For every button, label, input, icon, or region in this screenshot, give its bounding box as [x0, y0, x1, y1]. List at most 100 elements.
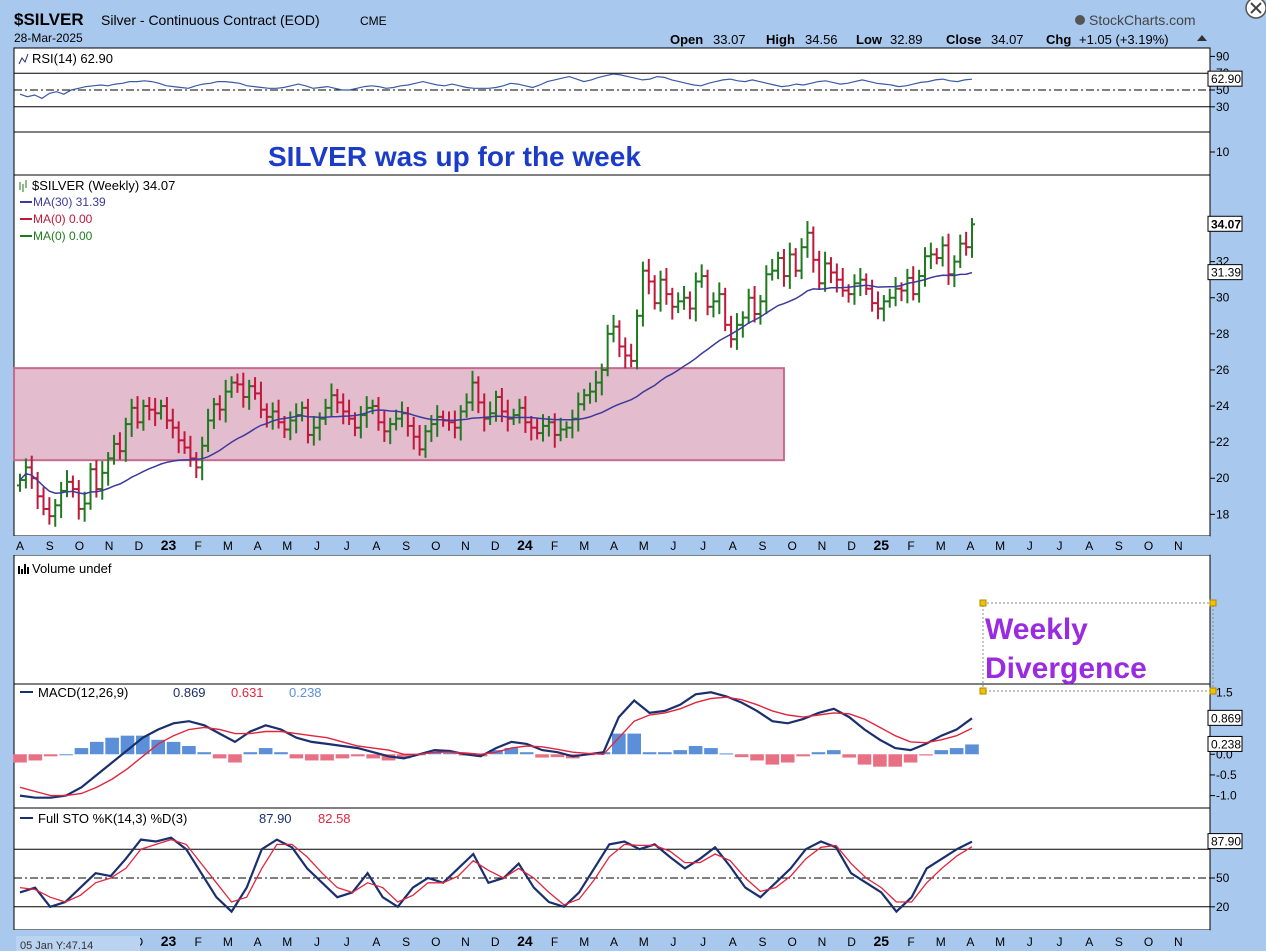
- x-axis-label: J: [1027, 935, 1033, 949]
- x-axis-label: M: [223, 539, 233, 553]
- close-icon[interactable]: [1245, 0, 1266, 19]
- open-value: 33.07: [713, 32, 746, 47]
- x-axis-label: M: [995, 539, 1005, 553]
- x-axis-label: O: [788, 935, 797, 949]
- legend-ma30: MA(30) 31.39: [33, 195, 106, 209]
- x-axis-label: 23: [161, 537, 177, 553]
- price-bar: [516, 398, 523, 424]
- divergence-annotation[interactable]: Weekly Divergence: [979, 599, 1217, 695]
- price-bar: [916, 269, 923, 303]
- macd-tick: -0.5: [1216, 768, 1237, 782]
- volume-icon: [18, 564, 29, 574]
- x-axis-label: 25: [874, 933, 890, 949]
- divergence-text: Divergence: [985, 652, 1147, 685]
- price-bar: [293, 403, 300, 434]
- price-bar: [775, 251, 782, 280]
- legend-ma0-red: MA(0) 0.00: [33, 212, 93, 226]
- macd-histogram-bar: [105, 737, 119, 755]
- macd-histogram-bar: [903, 754, 918, 763]
- price-bar: [569, 409, 576, 439]
- macd-histogram-bar: [642, 752, 657, 755]
- x-axis-label: M: [282, 539, 292, 553]
- x-axis-label: S: [758, 539, 766, 553]
- handle-br[interactable]: [1209, 687, 1217, 695]
- macd-histogram-bar: [873, 754, 887, 767]
- price-bar: [963, 231, 970, 256]
- high-label: High: [766, 32, 795, 47]
- price-bar: [575, 392, 582, 432]
- lower-panel-bg: [13, 554, 1211, 931]
- price-bar: [328, 383, 335, 417]
- price-bar: [487, 401, 494, 425]
- price-bar: [557, 417, 564, 442]
- sto-tick: 50: [1216, 871, 1230, 885]
- x-axis-label: D: [847, 935, 856, 949]
- price-bar: [863, 273, 870, 296]
- chg-label: Chg: [1046, 32, 1071, 47]
- macd-histogram-bar: [335, 754, 350, 759]
- k-value-label: 87.90: [259, 811, 292, 826]
- price-bar: [604, 324, 611, 377]
- price-bar: [622, 337, 629, 369]
- price-bar: [904, 268, 911, 304]
- price-bar: [434, 405, 441, 437]
- price-bar: [827, 257, 834, 284]
- price-bar: [416, 424, 423, 456]
- x-axis-label: J: [314, 935, 320, 949]
- price-bar: [880, 295, 887, 322]
- price-bar: [310, 415, 317, 446]
- price-bar: [851, 274, 858, 305]
- x-axis-label: M: [282, 935, 292, 949]
- price-bar: [375, 397, 382, 431]
- price-bar: [616, 320, 623, 358]
- legend-ma0-green: MA(0) 0.00: [33, 229, 93, 243]
- x-axis-label: M: [579, 539, 589, 553]
- x-axis-label: 25: [874, 537, 890, 553]
- hist-value-tag: 0.238: [1207, 735, 1243, 752]
- headline-annotation[interactable]: SILVER was up for the week: [268, 141, 641, 172]
- x-axis-label: N: [818, 935, 827, 949]
- cursor-readout: 05 Jan Y:47.14: [20, 940, 93, 951]
- x-axis-label: F: [907, 539, 914, 553]
- price-bar: [457, 405, 464, 441]
- x-axis-label: O: [75, 539, 84, 553]
- x-axis-label: M: [639, 539, 649, 553]
- price-bar: [869, 279, 876, 312]
- symbol: $SILVER: [14, 10, 84, 29]
- handle-tr[interactable]: [1209, 599, 1217, 607]
- weekly-text: Weekly: [985, 613, 1088, 646]
- last-price-tag-text: 34.07: [1211, 217, 1241, 231]
- handle-tl[interactable]: [979, 599, 987, 607]
- macd-value-tag-bg: [1207, 709, 1243, 726]
- price-bar: [810, 226, 817, 273]
- price-bar: [146, 397, 153, 421]
- description: Silver - Continuous Contract (EOD): [101, 12, 320, 28]
- macd-histogram-bar: [120, 735, 135, 755]
- handle-bl[interactable]: [979, 687, 987, 695]
- x-axis-label: J: [344, 935, 350, 949]
- x-axis-label: F: [195, 539, 202, 553]
- price-bar: [657, 270, 664, 312]
- rsi-icon: [18, 53, 29, 65]
- rsi-current-tag-text: 62.90: [1211, 72, 1241, 86]
- macd-histogram-bar: [243, 752, 258, 755]
- macd-title: MACD(12,26,9): [38, 685, 128, 700]
- x-axis-label: S: [758, 935, 766, 949]
- ma-value-tag-text: 31.39: [1211, 266, 1241, 280]
- price-bar: [651, 275, 658, 310]
- brand[interactable]: StockCharts.com: [1075, 12, 1196, 28]
- price-bar: [927, 242, 934, 270]
- price-bar: [99, 461, 106, 500]
- macd-histogram-bar: [612, 733, 626, 755]
- price-bar: [363, 396, 370, 428]
- x-axis-label: N: [461, 539, 470, 553]
- price-bar: [340, 393, 347, 425]
- last-price-tag-bg: [1207, 215, 1243, 232]
- rsi-tick: 90: [1216, 49, 1230, 63]
- macd-histogram-bar: [888, 754, 903, 767]
- x-axis-label: D: [134, 539, 143, 553]
- price-bar: [304, 398, 311, 444]
- price-bar: [246, 379, 253, 410]
- macd-histogram-bar: [366, 754, 380, 759]
